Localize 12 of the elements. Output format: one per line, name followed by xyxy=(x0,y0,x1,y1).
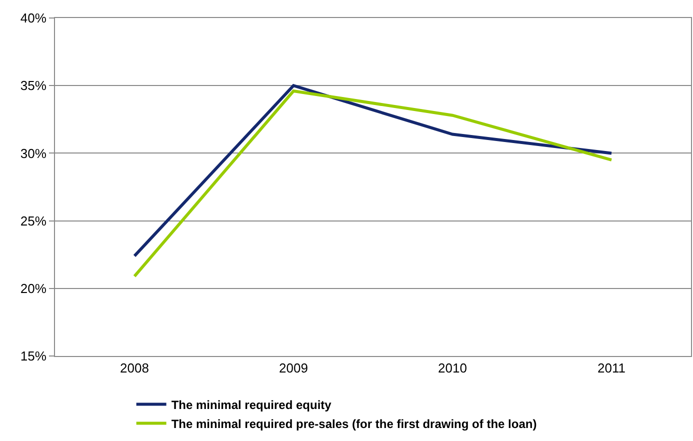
x-tick-label: 2008 xyxy=(120,360,149,376)
y-tick-label: 15% xyxy=(20,348,47,364)
y-tick-label: 40% xyxy=(20,10,47,26)
y-tick-label: 35% xyxy=(20,78,47,94)
y-tick-label: 20% xyxy=(20,280,47,296)
legend-label: The minimal required pre-sales (for the first drawing of the loan) xyxy=(171,416,537,431)
legend-label: The minimal required equity xyxy=(171,398,332,412)
x-tick-label: 2011 xyxy=(598,360,626,376)
y-tick-label: 25% xyxy=(20,213,47,228)
x-tick-label: 2009 xyxy=(279,360,308,376)
x-tick-label: 2010 xyxy=(438,360,467,376)
y-tick-label: 30% xyxy=(20,146,47,161)
